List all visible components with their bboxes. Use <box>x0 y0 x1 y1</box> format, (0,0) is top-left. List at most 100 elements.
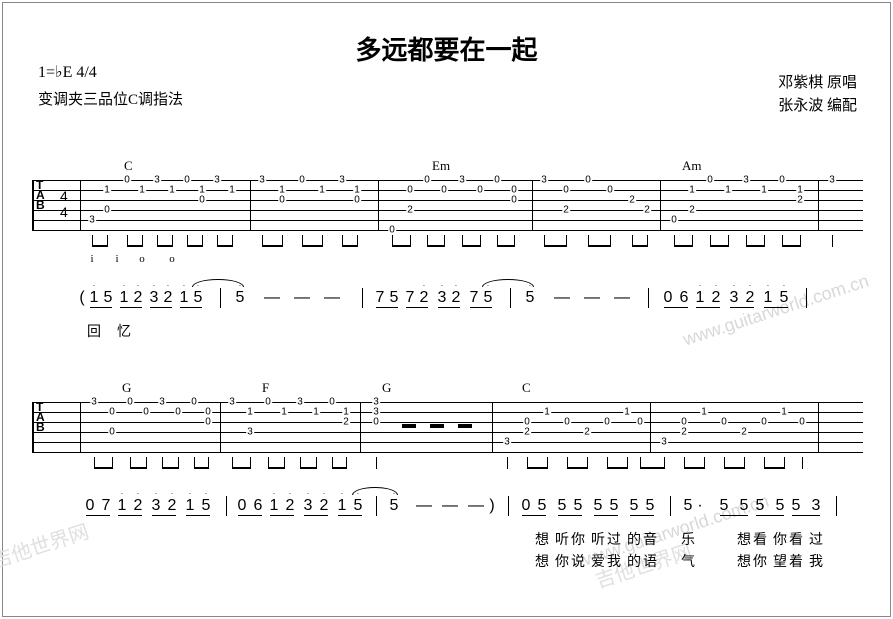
jianpu-note: 1· <box>696 289 705 307</box>
jianpu-note: 2· <box>320 497 329 515</box>
tab-fret: 3 <box>153 175 161 186</box>
tab-fret: 0 <box>190 397 198 408</box>
jianpu-note: 2· <box>712 289 721 307</box>
jianpu-note: — <box>614 289 630 307</box>
lyric-syllable: 语 <box>643 551 657 571</box>
tab-fret: 0 <box>108 407 116 418</box>
tab-fret: 3 <box>828 175 836 186</box>
lyric-row-1: 想听你听过的音乐想看你看过 <box>32 529 863 547</box>
jianpu-note: — <box>442 497 458 515</box>
tab-fret: 3 <box>258 175 266 186</box>
jianpu-note: 1· <box>180 289 189 307</box>
tab-fret: 2 <box>680 427 688 438</box>
jianpu-note: 1· <box>270 497 279 515</box>
tab-fret: 0 <box>563 417 571 428</box>
tab-fret: 0 <box>123 175 131 186</box>
jianpu-note: 3· <box>150 289 159 307</box>
jianpu-note: 5· <box>236 289 245 307</box>
time-signature: 4 4 <box>60 188 68 220</box>
tab-fret: 2 <box>796 195 804 206</box>
tab-fret: 2 <box>342 417 350 428</box>
lyric-syllable: 过 <box>809 529 823 549</box>
jianpu-note: 1· <box>120 289 129 307</box>
tab-fret: 0 <box>204 417 212 428</box>
tab-fret: 2 <box>740 427 748 438</box>
tab-fret: 0 <box>778 175 786 186</box>
jianpu-note: — <box>584 289 600 307</box>
jianpu-note: 1· <box>118 497 127 515</box>
lyric-syllable: 望 <box>773 551 787 571</box>
jianpu-note: 3 <box>812 497 821 515</box>
jianpu-note: 5 <box>574 497 583 515</box>
jianpu-note: 5· <box>194 289 203 307</box>
chord-label: G <box>382 380 391 396</box>
tab-fret: 0 <box>606 185 614 196</box>
tab-fret: 0 <box>476 185 484 196</box>
lyric-syllable: 看 <box>753 529 767 549</box>
finger-mark: o <box>169 253 175 265</box>
lyric-syllable: 看 <box>789 529 803 549</box>
lyric-syllable: 想 <box>737 529 751 549</box>
lyric-syllable: 听 <box>591 529 605 549</box>
tab-fret: 3 <box>296 397 304 408</box>
jianpu-note: 2· <box>134 497 143 515</box>
chord-label: C <box>124 158 133 174</box>
jianpu-note: 1· <box>186 497 195 515</box>
music-system-2: GFGC T A B 30000300003130131012330302102… <box>32 380 863 569</box>
tab-fret: 0 <box>328 397 336 408</box>
jianpu-note: — <box>416 497 432 515</box>
tab-fret: 1 <box>543 407 551 418</box>
tab-fret: 0 <box>108 427 116 438</box>
tab-fret: 0 <box>388 225 396 236</box>
lyric-syllable: 你 <box>571 529 585 549</box>
lyric-row-2: 想你说爱我的语气想你望着我 <box>32 551 863 569</box>
jianpu-note: — <box>554 289 570 307</box>
jianpu-note: 6 <box>254 497 263 515</box>
tab-fret: 0 <box>103 205 111 216</box>
jianpu-note: 5 <box>630 497 639 515</box>
jianpu-note: 2· <box>452 289 461 307</box>
tab-fret: 1 <box>168 185 176 196</box>
tab-fret: 0 <box>406 185 414 196</box>
tab-fret: 3 <box>213 175 221 186</box>
jianpu-note: 2· <box>286 497 295 515</box>
jianpu-note: 6 <box>680 289 689 307</box>
credits: 邓紫棋 原唱 张永波 编配 <box>778 72 857 117</box>
lyric-syllable: 音 <box>643 529 657 549</box>
lyric-syllable: 我 <box>607 551 621 571</box>
jianpu-note: 5· <box>780 289 789 307</box>
tab-fret: 1 <box>312 407 320 418</box>
tab-fret: 0 <box>636 417 644 428</box>
tab-fret: 0 <box>298 175 306 186</box>
chord-label: F <box>262 380 269 396</box>
chord-label: Am <box>682 158 702 174</box>
tab-fret: 0 <box>584 175 592 186</box>
finger-row: iioo <box>32 253 863 267</box>
tab-fret: 0 <box>603 417 611 428</box>
lyric-syllable: 气 <box>681 551 695 571</box>
tab-fret: 0 <box>142 407 150 418</box>
tab-fret: 0 <box>353 195 361 206</box>
lyric-syllable: 的 <box>627 551 641 571</box>
singer-credit: 邓紫棋 原唱 <box>778 72 857 95</box>
chord-label: G <box>122 380 131 396</box>
tab-fret: 0 <box>706 175 714 186</box>
jianpu-note: 7 <box>406 289 415 307</box>
tab-fret: 1 <box>688 185 696 196</box>
lyric-syllable: 回 <box>87 321 101 341</box>
capo-instruction: 变调夹三品位C调指法 <box>38 88 183 109</box>
tab-fret: 0 <box>278 195 286 206</box>
jianpu-note: 5 <box>646 497 655 515</box>
music-system-1: CEmAm T A B 4 4 310013101031310013100020… <box>32 158 863 339</box>
jianpu-note: 2· <box>420 289 429 307</box>
finger-mark: o <box>139 253 145 265</box>
jianpu-note: 0 <box>664 289 673 307</box>
lyric-syllable: 想 <box>737 551 751 571</box>
jianpu-note: ( <box>79 289 84 307</box>
jianpu-note: 0 <box>86 497 95 515</box>
jianpu-note: 1· <box>90 289 99 307</box>
chord-row: CEmAm <box>32 158 863 176</box>
tab-fret: 1 <box>228 185 236 196</box>
jianpu-note: 5· <box>526 289 535 307</box>
jianpu-row: 071·2·3·2·1·5·061·2·3·2·1·5·5·———)055555… <box>32 497 863 525</box>
